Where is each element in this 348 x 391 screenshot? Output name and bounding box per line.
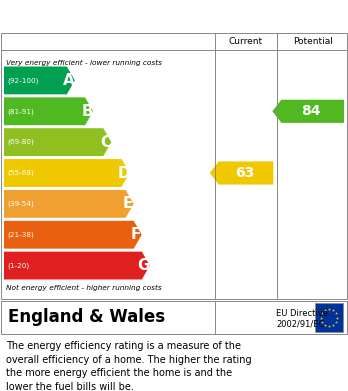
- Text: D: D: [117, 165, 130, 181]
- Text: The energy efficiency rating is a measure of the
overall efficiency of a home. T: The energy efficiency rating is a measur…: [6, 341, 252, 391]
- Polygon shape: [210, 161, 274, 185]
- Text: Potential: Potential: [293, 36, 333, 45]
- Text: (1-20): (1-20): [7, 262, 29, 269]
- Text: G: G: [137, 258, 150, 273]
- Text: England & Wales: England & Wales: [8, 308, 165, 326]
- Text: (69-80): (69-80): [7, 139, 34, 145]
- Text: F: F: [130, 227, 141, 242]
- Text: Current: Current: [229, 36, 263, 45]
- Polygon shape: [4, 190, 134, 218]
- Polygon shape: [4, 221, 142, 249]
- Polygon shape: [4, 159, 129, 187]
- Text: A: A: [63, 73, 75, 88]
- Text: 84: 84: [301, 104, 321, 118]
- Polygon shape: [4, 97, 93, 125]
- Text: Not energy efficient - higher running costs: Not energy efficient - higher running co…: [6, 285, 162, 291]
- Text: (39-54): (39-54): [7, 201, 34, 207]
- Text: 2002/91/EC: 2002/91/EC: [276, 319, 325, 328]
- Polygon shape: [4, 66, 75, 94]
- Polygon shape: [4, 128, 111, 156]
- Text: EU Directive: EU Directive: [276, 308, 329, 317]
- Text: B: B: [81, 104, 93, 119]
- Text: C: C: [100, 135, 111, 150]
- Polygon shape: [4, 252, 150, 280]
- Text: (81-91): (81-91): [7, 108, 34, 115]
- Polygon shape: [272, 100, 344, 123]
- Text: (21-38): (21-38): [7, 231, 34, 238]
- Text: 63: 63: [235, 166, 254, 180]
- Text: Very energy efficient - lower running costs: Very energy efficient - lower running co…: [6, 60, 162, 66]
- Text: E: E: [122, 196, 133, 212]
- Text: (55-68): (55-68): [7, 170, 34, 176]
- Text: (92-100): (92-100): [7, 77, 38, 84]
- Text: Energy Efficiency Rating: Energy Efficiency Rating: [9, 9, 211, 23]
- Bar: [315, 303, 343, 332]
